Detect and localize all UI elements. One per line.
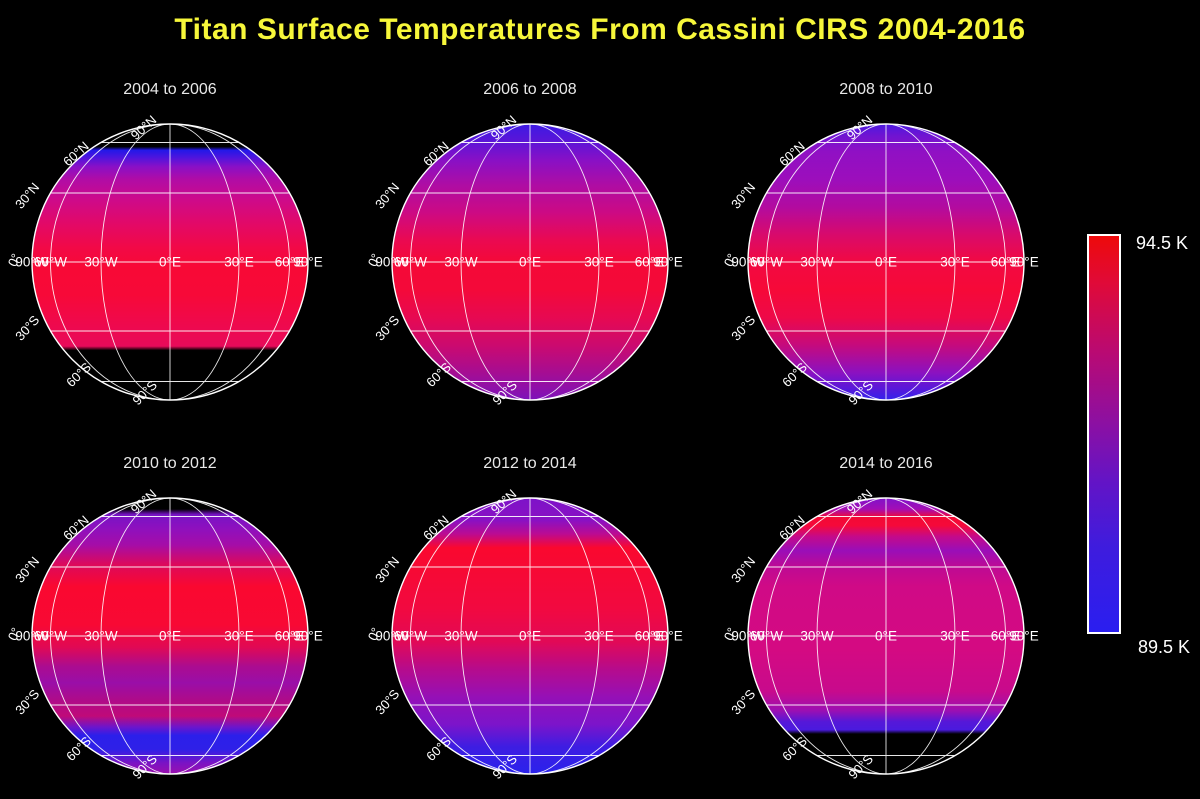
longitude-label: 0°E: [519, 629, 541, 644]
colorbar: 94.5 K 89.5 K: [1087, 233, 1190, 657]
longitude-label: 90°W: [15, 629, 48, 644]
latitude-label: 30°N: [372, 180, 402, 212]
longitude-label: 30°E: [584, 629, 613, 644]
globe-limb: [31, 123, 309, 401]
latitude-label: 0°: [721, 251, 740, 269]
latitude-label: 0°: [365, 625, 384, 643]
longitude-label: 60°E: [635, 629, 664, 644]
globe-period-title: 2008 to 2010: [839, 81, 933, 98]
longitude-label: 30°W: [84, 255, 117, 270]
globe-period-title: 2012 to 2014: [483, 455, 577, 472]
globe-period-title: 2010 to 2012: [123, 455, 217, 472]
globe-panel-5: 90°W60°W 30°W 0°E 30°E 60°E90°E90°N60°N30°N0…: [721, 455, 1039, 782]
globe-panel-4: 90°W60°W 30°W 0°E 30°E 60°E90°E90°N60°N30°N0…: [365, 455, 683, 782]
longitude-label: 90°E: [1009, 629, 1038, 644]
longitude-label: 30°W: [444, 629, 477, 644]
longitude-label: 30°E: [224, 255, 253, 270]
longitude-label: 90°E: [1009, 255, 1038, 270]
latitude-label: 30°S: [728, 686, 758, 717]
longitude-label: 60°W: [34, 255, 67, 270]
globe-period-title: 2006 to 2008: [483, 81, 577, 98]
longitude-label: 0°E: [875, 255, 897, 270]
longitude-label: 60°E: [275, 629, 304, 644]
longitude-label: 0°E: [159, 255, 181, 270]
longitude-label: 90°W: [375, 255, 408, 270]
latitude-label: 30°S: [728, 312, 758, 343]
longitude-label: 30°E: [940, 255, 969, 270]
globe-period-title: 2014 to 2016: [839, 455, 933, 472]
longitude-label: 30°W: [84, 629, 117, 644]
latitude-label: 30°S: [12, 312, 42, 343]
longitude-label: 60°W: [394, 629, 427, 644]
longitude-label: 90°W: [731, 255, 764, 270]
longitude-label: 90°W: [375, 629, 408, 644]
longitude-label: 0°E: [159, 629, 181, 644]
graticule-lines: [392, 498, 668, 774]
figure-title: Titan Surface Temperatures From Cassini …: [174, 13, 1026, 46]
longitude-label: 30°E: [584, 255, 613, 270]
globe-limb: [747, 497, 1025, 775]
longitude-label: 60°W: [394, 255, 427, 270]
globe-limb: [391, 497, 669, 775]
globe-panel-1: 90°W60°W 30°W 0°E 30°E 60°E90°E90°N60°N30°N0…: [365, 81, 683, 408]
globe-limb: [391, 123, 669, 401]
latitude-label: 0°: [721, 625, 740, 643]
colorbar-max-label: 94.5 K: [1136, 233, 1188, 253]
latitude-label: 30°N: [12, 554, 42, 586]
longitude-label: 60°W: [750, 629, 783, 644]
latitude-label: 30°N: [372, 554, 402, 586]
latitude-label: 0°: [5, 625, 24, 643]
longitude-label: 90°E: [293, 629, 322, 644]
latitude-label: 30°S: [372, 312, 402, 343]
longitude-label: 0°E: [875, 629, 897, 644]
latitude-label: 30°N: [12, 180, 42, 212]
globe-panel-2: 90°W60°W 30°W 0°E 30°E 60°E90°E90°N60°N30°N0…: [721, 81, 1039, 408]
latitude-label: 0°: [5, 251, 24, 269]
longitude-label: 90°W: [731, 629, 764, 644]
latitude-label: 30°S: [372, 686, 402, 717]
graticule-lines: [748, 498, 1024, 774]
graticule-lines: [32, 124, 308, 400]
longitude-label: 0°E: [519, 255, 541, 270]
colorbar-min-label: 89.5 K: [1138, 637, 1190, 657]
globe-limb: [747, 123, 1025, 401]
longitude-label: 60°E: [991, 255, 1020, 270]
longitude-label: 60°E: [635, 255, 664, 270]
globe-panel-0: 90°W60°W 30°W 0°E 30°E 60°E90°E90°N60°N30°N0…: [5, 81, 323, 408]
longitude-label: 90°W: [15, 255, 48, 270]
latitude-label: 30°S: [12, 686, 42, 717]
longitude-label: 60°E: [991, 629, 1020, 644]
globe-period-title: 2004 to 2006: [123, 81, 217, 98]
longitude-label: 90°E: [653, 255, 682, 270]
longitude-label: 30°W: [800, 629, 833, 644]
longitude-label: 30°E: [224, 629, 253, 644]
longitude-label: 60°E: [275, 255, 304, 270]
latitude-label: 30°N: [728, 180, 758, 212]
graticule-lines: [748, 124, 1024, 400]
longitude-label: 30°W: [800, 255, 833, 270]
longitude-label: 90°E: [293, 255, 322, 270]
globe-panel-3: 90°W60°W 30°W 0°E 30°E 60°E90°E90°N60°N30°N0…: [5, 455, 323, 782]
colorbar-gradient: [1087, 234, 1121, 634]
graticule-lines: [392, 124, 668, 400]
longitude-label: 60°W: [750, 255, 783, 270]
graticule-lines: [32, 498, 308, 774]
longitude-label: 30°E: [940, 629, 969, 644]
longitude-label: 60°W: [34, 629, 67, 644]
longitude-label: 90°E: [653, 629, 682, 644]
latitude-label: 0°: [365, 251, 384, 269]
latitude-label: 30°N: [728, 554, 758, 586]
globe-limb: [31, 497, 309, 775]
longitude-label: 30°W: [444, 255, 477, 270]
